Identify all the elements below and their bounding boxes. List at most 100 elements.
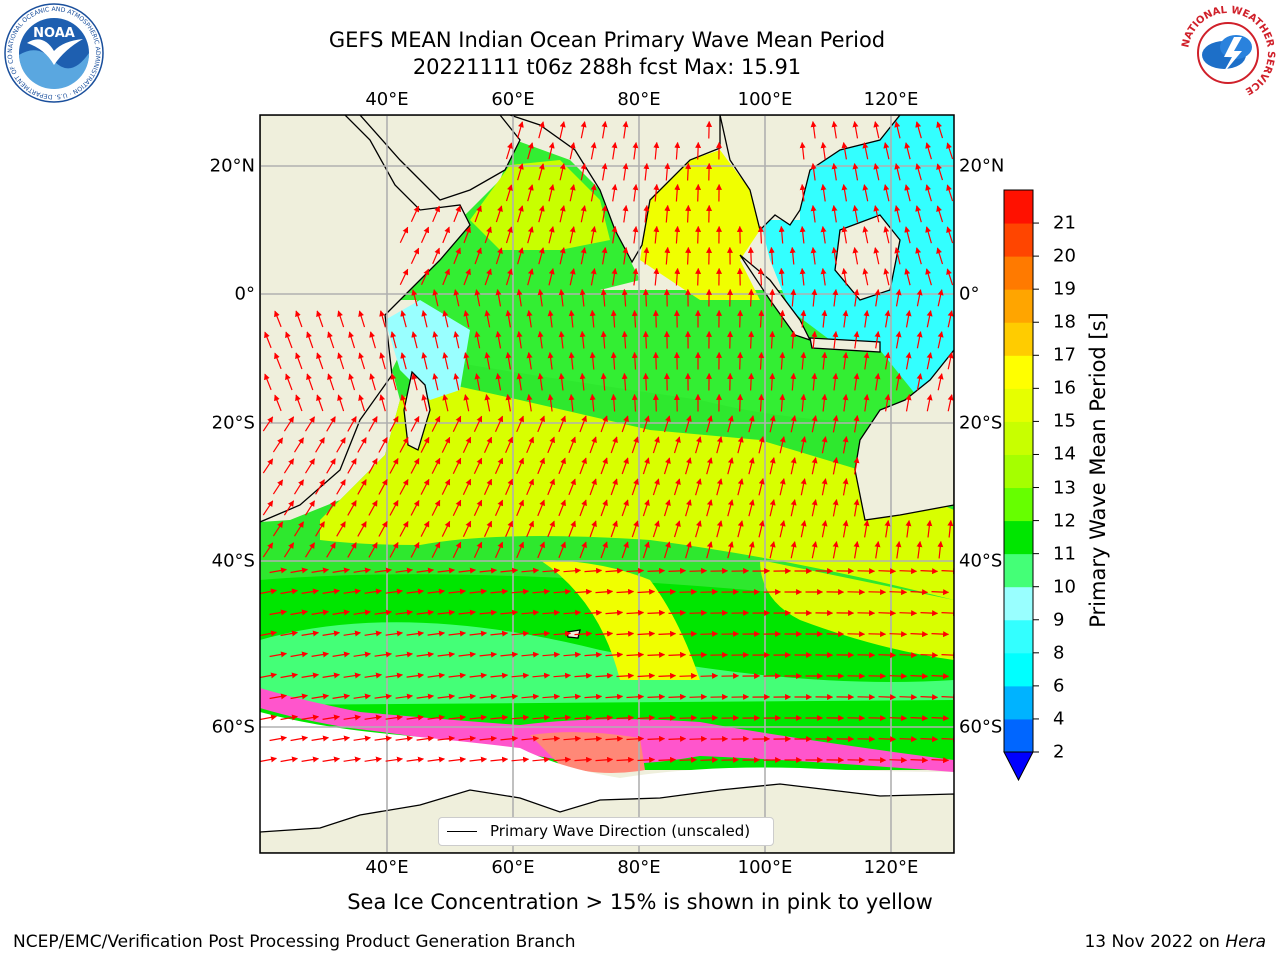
wave-direction-arrow	[483, 436, 493, 453]
wave-direction-arrow	[505, 142, 513, 160]
wave-direction-arrow	[474, 373, 481, 391]
wave-direction-arrow	[622, 205, 629, 223]
colorbar-tick-label: 12	[1053, 510, 1076, 532]
wave-direction-arrow	[631, 309, 638, 328]
lon-label-top-40e: 40°E	[365, 89, 409, 110]
colorbar-segment	[1004, 586, 1033, 621]
wave-direction-arrow	[260, 714, 277, 721]
wave-direction-arrow	[437, 651, 455, 658]
wave-direction-arrow	[601, 205, 608, 223]
wave-direction-arrow	[748, 499, 755, 517]
wave-direction-arrow	[353, 567, 371, 574]
wave-direction-arrow	[399, 520, 409, 537]
wave-direction-arrow	[737, 309, 744, 328]
wave-direction-arrow	[420, 268, 430, 286]
wave-direction-arrow	[563, 609, 582, 616]
wave-direction-arrow	[326, 500, 336, 516]
wave-direction-arrow	[399, 436, 409, 453]
wave-direction-arrow	[685, 499, 692, 517]
wave-direction-arrow	[316, 310, 324, 328]
wave-direction-arrow	[484, 310, 491, 328]
wave-direction-arrow	[473, 415, 483, 432]
wave-direction-arrow	[642, 330, 649, 349]
wave-direction-arrow	[262, 500, 274, 516]
wave-direction-arrow	[368, 416, 378, 432]
wave-direction-arrow	[260, 588, 277, 595]
wave-direction-arrow	[559, 205, 566, 223]
wave-direction-arrow	[538, 205, 545, 223]
colorbar-tick-label: 9	[1053, 609, 1065, 631]
wave-direction-arrow	[832, 415, 839, 433]
wave-direction-arrow	[863, 310, 870, 328]
wave-direction-arrow	[821, 393, 828, 412]
wave-direction-arrow	[904, 184, 911, 202]
wave-direction-arrow	[874, 541, 881, 559]
wave-direction-arrow	[605, 693, 624, 700]
wave-direction-arrow	[947, 352, 954, 370]
wave-direction-arrow	[632, 142, 639, 160]
wave-direction-arrow	[842, 436, 849, 454]
wave-direction-arrow	[280, 630, 298, 637]
wave-direction-arrow	[663, 457, 671, 475]
wave-direction-arrow	[841, 184, 848, 202]
wave-direction-arrow	[842, 478, 849, 496]
wave-direction-arrow	[432, 331, 439, 349]
wave-direction-arrow	[260, 756, 277, 763]
wave-direction-arrow	[517, 205, 524, 223]
wave-direction-arrow	[473, 541, 483, 558]
wave-direction-arrow	[479, 735, 497, 742]
wave-direction-arrow	[700, 588, 719, 595]
colorbar-segment	[1004, 454, 1033, 489]
chart-title: GEFS MEAN Indian Ocean Primary Wave Mean…	[328, 28, 886, 52]
wave-direction-arrow	[601, 247, 608, 265]
wave-direction-arrow	[700, 756, 719, 763]
wave-direction-arrow	[706, 499, 713, 517]
wave-direction-arrow	[283, 458, 295, 474]
wave-direction-arrow	[653, 225, 660, 244]
wave-direction-arrow	[442, 226, 450, 244]
wave-direction-arrow	[505, 310, 512, 328]
wave-direction-arrow	[374, 693, 392, 700]
colorbar-tick-label: 10	[1053, 576, 1076, 598]
wave-direction-arrow	[432, 289, 439, 307]
wave-direction-arrow	[505, 478, 513, 496]
wave-direction-arrow	[505, 226, 513, 244]
wave-direction-arrow	[343, 756, 361, 763]
wave-direction-arrow	[347, 458, 357, 474]
wave-direction-arrow	[315, 479, 325, 495]
wave-direction-arrow	[727, 499, 734, 517]
wave-direction-arrow	[916, 289, 923, 307]
wave-direction-arrow	[427, 672, 445, 679]
wave-direction-arrow	[748, 415, 755, 433]
wave-direction-arrow	[547, 394, 554, 412]
wave-direction-arrow	[941, 736, 954, 743]
wave-direction-arrow	[589, 393, 596, 412]
wave-direction-arrow	[685, 415, 692, 433]
wave-direction-arrow	[873, 121, 880, 139]
wave-direction-arrow	[374, 651, 392, 658]
wave-direction-arrow	[637, 588, 656, 595]
wave-direction-arrow	[937, 373, 944, 391]
wave-direction-arrow	[668, 735, 687, 742]
colorbar-segment	[1004, 388, 1033, 422]
wave-direction-arrow	[883, 184, 890, 202]
wave-direction-arrow	[538, 163, 545, 181]
wave-direction-arrow	[280, 588, 298, 595]
wave-direction-arrow	[290, 693, 308, 700]
wave-direction-arrow	[378, 520, 388, 537]
wave-direction-arrow	[663, 499, 671, 517]
wave-direction-arrow	[800, 478, 807, 496]
wave-direction-arrow	[642, 372, 649, 391]
wave-direction-arrow	[622, 121, 629, 139]
wave-direction-arrow	[842, 394, 849, 412]
wave-direction-arrow	[264, 373, 272, 391]
wave-direction-arrow	[558, 331, 565, 349]
wave-direction-arrow	[727, 457, 734, 475]
wave-direction-arrow	[274, 310, 282, 328]
wave-direction-arrow	[831, 163, 838, 181]
wave-direction-arrow	[399, 268, 409, 285]
wave-direction-arrow	[484, 226, 492, 244]
wave-direction-arrow	[590, 268, 597, 286]
wave-direction-arrow	[553, 714, 572, 721]
wave-direction-arrow	[832, 373, 839, 391]
